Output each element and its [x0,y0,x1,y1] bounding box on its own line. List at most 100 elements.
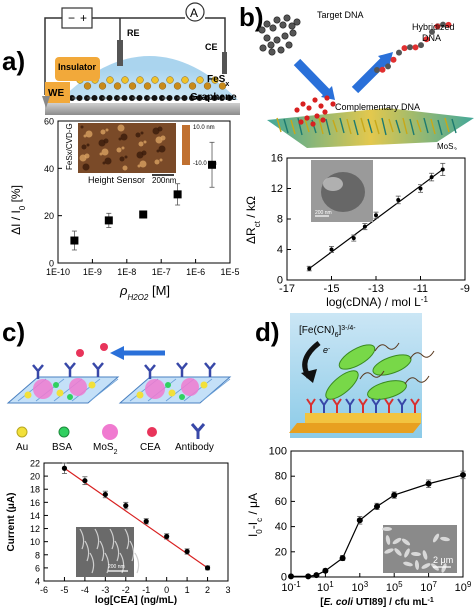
x-tick-label: 3 [225,585,230,595]
data-point [339,555,346,562]
y-tick-label: 100 [269,446,287,458]
plot-frame [43,462,229,582]
y-tick-label: 10 [30,537,40,547]
panel-c-schematic: Au BSA MoS2 CEA Antibody [6,343,232,455]
y-axis-label: ΔRct / kΩ [244,196,262,244]
data-point [123,503,129,509]
legend-au: Au [16,442,28,453]
x-tick-label: 10-1 [281,580,301,595]
x-tick-label: 0 [164,585,169,595]
sem-image [76,527,134,577]
arrow-down-icon [293,58,333,99]
antibody-icon [190,423,206,439]
x-tick-label: 107 [420,580,437,595]
sem-scale-bar-label: 200 nm [108,564,125,570]
data-point [139,210,148,219]
data-point [396,197,401,202]
we-block [45,82,70,103]
y-axis-label: I0-Ic / μA [246,493,264,537]
data-point [104,216,113,225]
panel-c: c) Au BSA MoS2 CEA Antibody -6 -5 -4 -3 -2 -1… [0,305,237,609]
hybridized-label-line2: DNA [422,33,441,43]
redox-label: [Fe(CN)6]3-/4- [299,325,356,339]
x-tick-label: 109 [455,580,472,595]
y-tick-label: 8 [277,214,283,226]
y-tick-label: 16 [271,153,283,165]
re-label: RE [127,28,140,38]
legend-mos2: MoS2 [93,442,118,455]
y-tick-label: 20 [275,546,287,558]
afm-side-label: FeSx/CVD-G [65,123,74,170]
plot-frame [290,450,464,578]
data-point [173,190,182,199]
left-sensor-sheet [6,343,120,404]
x-tick-label: 2 [205,585,210,595]
x-tick-label: 103 [351,580,368,595]
insulator-label: Insulator [58,62,97,72]
x-axis-label: ρH2O2 [M] [119,283,170,302]
x-tick-label: -17 [279,283,295,295]
y-tick-label: 4 [35,577,40,587]
data-point [374,503,380,510]
battery-plus-label: + [80,11,87,25]
graphene-layer [69,95,233,101]
afm-colorbar [182,125,190,165]
panel-d-schematic: [Fe(CN)6]3-/4- e- [289,313,435,438]
y-tick-label: 40 [275,521,287,533]
data-point [362,224,367,229]
x-axis-label: log[CEA] (ng/mL) [95,595,177,606]
x-tick-label: 1 [185,585,190,595]
afm-scale-bar-label: 200nm [152,176,177,185]
x-tick-label: 1E-6 [186,267,205,277]
target-dna-label: Target DNA [317,10,364,20]
panel-a-chart: 1E-10 1E-9 1E-8 1E-7 1E-6 1E-5 0 20 40 60 10.0 nm -… [9,117,240,302]
data-point [391,492,398,499]
x-axis-label: log(cDNA) / mol L-1 [326,295,428,310]
panel-a: a) − + A RE CE [0,0,240,305]
y-axis-label: ΔI / I0 [%] [9,185,27,235]
x-axis-label: [E. coli UTI89] / cfu mL-1 [320,597,434,609]
data-point [329,247,334,252]
antibody-layer [306,398,420,413]
colorbar-bottom-label: -10.0 nm [193,161,217,167]
y-axis-label: Current (μA) [6,493,17,552]
data-point [313,572,320,579]
x-tick-label: 1E-7 [152,267,171,277]
right-sensor-sheet [118,362,232,404]
substrate [45,103,240,115]
data-point [70,236,79,245]
x-tick-label: -2 [122,585,130,595]
data-point [418,186,423,191]
tem-inset: 200 nm [311,160,373,222]
complementary-dna-strand [294,95,336,127]
hybridized-label-line1: Hybridized [412,22,455,32]
we-label: WE [48,88,64,99]
data-point [429,175,434,180]
data-point [143,518,149,524]
y-tick-label: 60 [44,117,54,127]
data-point [164,533,170,540]
data-point [61,465,68,471]
height-sensor-label: Height Sensor [88,175,145,185]
bacteria-group [325,342,435,400]
legend-antibody: Antibody [175,442,214,453]
cea-icon [147,427,157,437]
y-tick-label: 16 [30,498,40,508]
y-tick-label: 14 [30,511,40,521]
panel-b: b) Target DNA Hybridized DNA Complementa… [237,0,474,309]
y-tick-label: 60 [275,496,287,508]
data-point [440,167,445,172]
probe-tip [42,96,50,108]
tem-scale-bar-label: 200 nm [315,210,332,216]
panel-b-letter: b) [239,2,264,32]
data-point [460,471,466,478]
battery-minus-label: − [68,11,75,25]
y-tick-label: 4 [277,244,283,256]
battery-icon [61,7,93,29]
data-point [307,266,312,271]
au-icon [16,426,28,438]
fesx-label: FeSx [207,74,229,88]
y-tick-label: 18 [30,485,40,495]
insulator-block [55,57,100,81]
